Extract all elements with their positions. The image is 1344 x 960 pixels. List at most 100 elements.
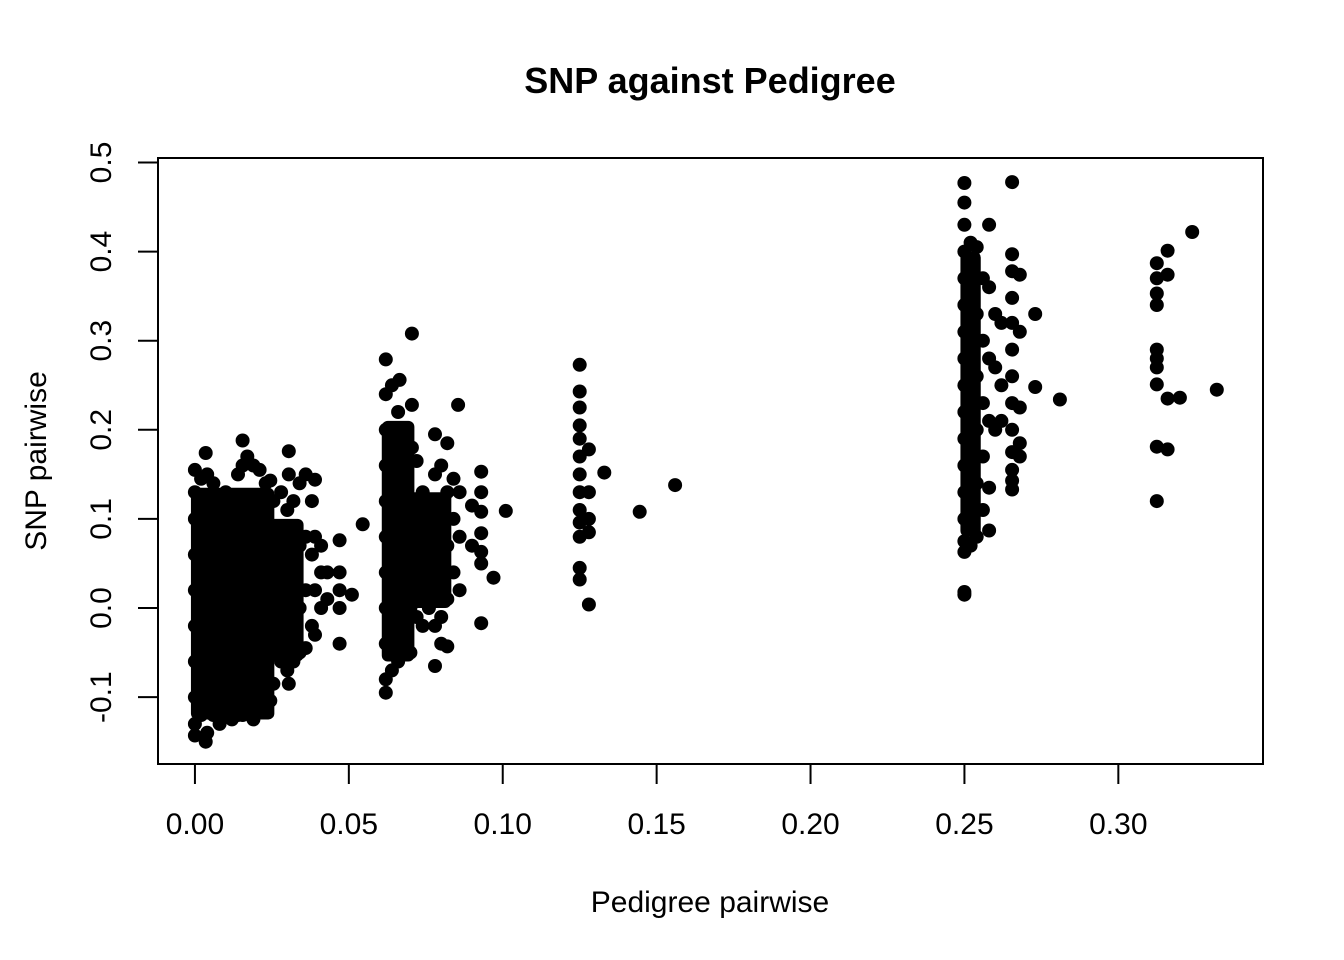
data-point <box>434 610 449 624</box>
data-point <box>428 427 442 442</box>
y-tick-label: 0.1 <box>85 498 118 540</box>
data-point <box>474 504 489 519</box>
data-point <box>378 685 393 700</box>
data-point <box>1005 462 1020 477</box>
data-points <box>187 175 1224 749</box>
data-point <box>982 523 997 538</box>
data-point <box>452 529 467 544</box>
data-point <box>988 360 1003 375</box>
data-point <box>581 511 596 526</box>
data-point <box>281 444 296 459</box>
data-point <box>1005 482 1020 497</box>
data-point <box>1149 494 1164 509</box>
data-point <box>308 583 322 598</box>
data-point <box>572 560 587 575</box>
data-point <box>1005 342 1020 357</box>
y-axis-label: SNP pairwise <box>20 371 53 551</box>
data-point <box>1149 298 1164 312</box>
data-point <box>274 485 289 500</box>
data-point <box>428 659 442 673</box>
data-point <box>304 547 319 562</box>
data-point <box>957 195 972 210</box>
data-point <box>320 592 335 607</box>
data-point <box>597 465 612 480</box>
data-point <box>1005 247 1020 262</box>
data-point <box>474 556 489 571</box>
data-point <box>969 240 984 255</box>
data-point <box>1172 390 1187 405</box>
data-point <box>198 734 213 749</box>
data-point <box>1028 380 1043 394</box>
y-tick-label: 0.4 <box>85 231 118 273</box>
data-point <box>1012 436 1027 451</box>
data-point <box>404 397 419 412</box>
data-point <box>572 431 587 446</box>
x-tick-label: 0.00 <box>166 808 224 841</box>
data-point <box>415 618 430 633</box>
data-point <box>1028 307 1043 321</box>
data-point <box>474 616 489 631</box>
data-point <box>235 433 250 448</box>
data-point <box>572 357 587 372</box>
data-point <box>332 565 347 580</box>
data-point <box>572 503 587 517</box>
data-point <box>581 485 596 500</box>
data-point <box>994 315 1009 330</box>
data-point <box>1160 267 1175 282</box>
y-tick-label: 0.5 <box>85 142 118 184</box>
x-tick-label: 0.05 <box>320 808 378 841</box>
data-point <box>581 442 596 457</box>
data-point <box>434 458 449 473</box>
data-point <box>982 280 997 295</box>
data-point <box>1160 391 1175 406</box>
data-point <box>994 378 1009 393</box>
data-point <box>994 413 1009 428</box>
data-point <box>252 462 267 477</box>
y-tick-label: 0.3 <box>85 320 118 362</box>
data-point <box>206 476 221 491</box>
data-point <box>572 467 587 482</box>
data-point <box>581 525 596 540</box>
dense-point-cluster <box>406 492 452 609</box>
data-point <box>1012 267 1027 282</box>
data-point <box>212 716 227 731</box>
data-point <box>1012 324 1027 339</box>
x-tick-label: 0.30 <box>1089 808 1147 841</box>
data-point <box>498 503 513 518</box>
data-point <box>378 352 393 367</box>
data-point <box>332 636 347 651</box>
y-axis: -0.1 0.0 0.1 0.2 0.3 0.4 0.5 <box>85 142 159 723</box>
x-tick-label: 0.25 <box>935 808 993 841</box>
data-point <box>304 494 319 509</box>
data-point <box>1012 400 1027 415</box>
dense-point-cluster <box>190 487 275 720</box>
data-point <box>281 676 296 691</box>
data-point <box>474 485 489 500</box>
data-point <box>452 583 467 598</box>
data-point <box>1005 422 1020 437</box>
data-point <box>355 517 370 532</box>
x-tick-label: 0.20 <box>781 808 839 841</box>
data-point <box>1149 271 1164 286</box>
data-point <box>446 471 461 486</box>
data-point <box>452 485 467 500</box>
data-point <box>1005 290 1020 305</box>
data-point <box>314 538 329 553</box>
data-point <box>263 473 278 488</box>
data-point <box>308 627 322 642</box>
data-point <box>332 533 347 548</box>
y-tick-label: 0.2 <box>85 409 118 451</box>
data-point <box>572 418 587 433</box>
data-point <box>1185 225 1200 239</box>
data-point <box>1052 392 1067 407</box>
data-point <box>474 464 489 479</box>
data-point <box>281 467 296 482</box>
x-tick-label: 0.10 <box>474 808 532 841</box>
data-point <box>668 478 683 493</box>
dense-point-cluster <box>381 420 415 662</box>
y-tick-label: -0.1 <box>85 671 118 723</box>
data-point <box>982 217 997 232</box>
x-axis: 0.00 0.05 0.10 0.15 0.20 0.25 0.30 <box>166 763 1148 841</box>
data-point <box>486 570 501 585</box>
data-point <box>982 480 997 495</box>
